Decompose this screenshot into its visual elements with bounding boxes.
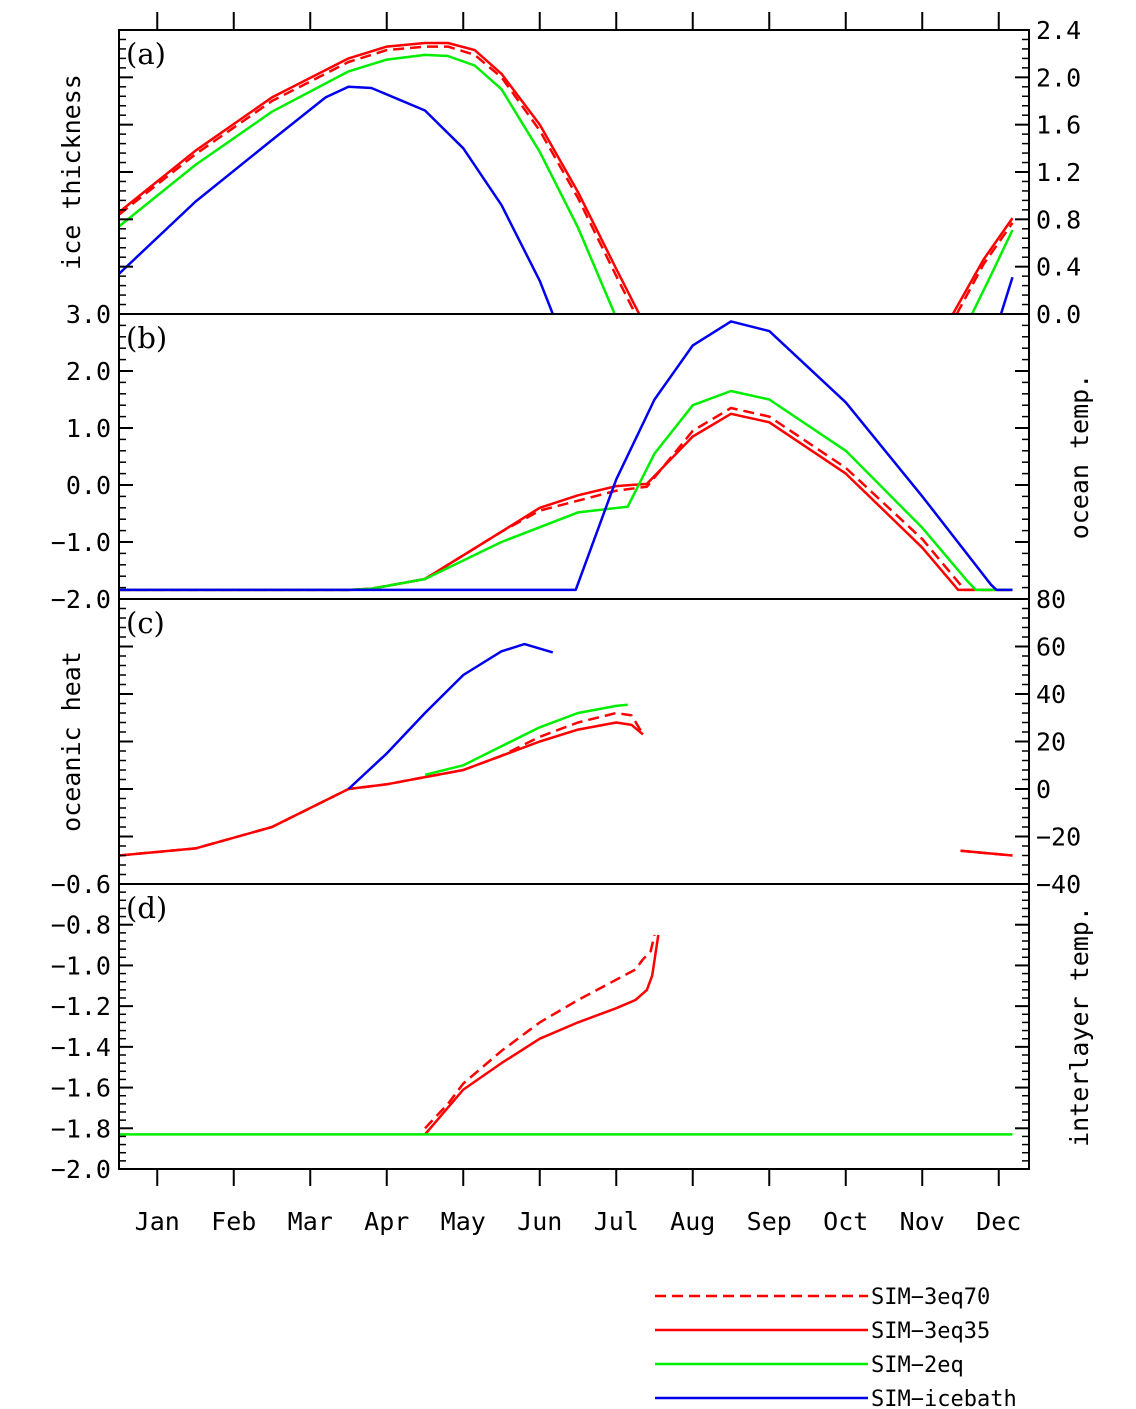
y-tick-label: −0.6 bbox=[51, 870, 111, 899]
panel-d: −2.0 −1.8 −1.6 −1.4 −1.2 −1.0 −0.8 −0.6 (d) inter… bbox=[51, 870, 1094, 1186]
series-line-sim-3eq35 bbox=[424, 934, 660, 1136]
legend: SIM−3eq70 SIM−3eq35 SIM−2eq SIM−icebath bbox=[655, 1285, 1017, 1409]
month-label-jun: Jun bbox=[517, 1207, 562, 1236]
y-tick-label: −2.0 bbox=[51, 585, 111, 614]
y-tick-label: 2.0 bbox=[1036, 63, 1081, 92]
y-tick-label: −40 bbox=[1036, 870, 1081, 899]
y-tick-label: 2.4 bbox=[1036, 16, 1081, 45]
y-tick-label: 3.0 bbox=[66, 300, 111, 329]
panel-frame bbox=[118, 883, 1030, 1170]
y-axis-title: ocean temp. bbox=[1065, 374, 1094, 540]
month-axis: Jan Feb Mar Apr May Jun Jul Aug Sep Oct Nov Dec bbox=[135, 1207, 1022, 1236]
y-tick-label: 0.0 bbox=[1036, 300, 1081, 329]
y-tick-label: −1.0 bbox=[51, 951, 111, 980]
y-tick-label: −1.4 bbox=[51, 1033, 111, 1062]
y-tick-label: 1.2 bbox=[1036, 158, 1081, 187]
series-line-sim-3eq35 bbox=[960, 849, 1013, 857]
y-tick-label: 0 bbox=[1036, 775, 1051, 804]
series-line-sim-3eq35 bbox=[119, 412, 1013, 592]
month-label-nov: Nov bbox=[900, 1207, 945, 1236]
panel-frame bbox=[118, 313, 1030, 600]
y-tick-label: 0.0 bbox=[66, 471, 111, 500]
series-line-sim-3eq35 bbox=[119, 721, 644, 857]
y-axis-title: ice thickness bbox=[57, 74, 86, 270]
series-line-sim-2eq bbox=[424, 703, 628, 777]
panel-label: (a) bbox=[126, 37, 166, 71]
month-label-apr: Apr bbox=[364, 1207, 409, 1236]
y-tick-label: 2.0 bbox=[66, 357, 111, 386]
panel-label: (c) bbox=[126, 606, 165, 640]
y-tick-label: −20 bbox=[1036, 823, 1081, 852]
y-axis-title: interlayer temp. bbox=[1065, 906, 1094, 1147]
series-line-sim-2eq bbox=[119, 53, 616, 314]
panels: 0.0 0.4 0.8 1.2 1.6 2.0 2.4 (a) ice thickness −2.… bbox=[51, 12, 1094, 1186]
panel-c: −40 −20 0 20 40 60 80 (c) oceanic heat bbox=[57, 585, 1081, 899]
series-group bbox=[119, 41, 1014, 314]
series-line-sim-icebath bbox=[119, 320, 1013, 592]
y-tick-label: 0.4 bbox=[1036, 253, 1081, 282]
series-line-sim-2eq bbox=[970, 229, 1014, 314]
y-tick-label: 1.0 bbox=[66, 414, 111, 443]
y-tick-label: 1.6 bbox=[1036, 111, 1081, 140]
y-tick-label: −1.6 bbox=[51, 1074, 111, 1103]
series-line-sim-icebath bbox=[347, 642, 554, 790]
month-label-mar: Mar bbox=[288, 1207, 333, 1236]
legend-label: SIM−icebath bbox=[871, 1387, 1017, 1409]
panel-label: (d) bbox=[126, 891, 167, 925]
panel-a: 0.0 0.4 0.8 1.2 1.6 2.0 2.4 (a) ice thickness bbox=[57, 12, 1081, 329]
series-line-sim-icebath bbox=[999, 276, 1014, 314]
month-label-jul: Jul bbox=[594, 1207, 639, 1236]
panel-frame bbox=[118, 598, 1030, 885]
y-tick-label: −0.8 bbox=[51, 911, 111, 940]
series-line-sim-3eq35 bbox=[119, 41, 641, 314]
y-tick-label: −2.0 bbox=[51, 1155, 111, 1184]
month-label-feb: Feb bbox=[211, 1207, 256, 1236]
y-tick-label: 60 bbox=[1036, 633, 1066, 662]
y-tick-label: 20 bbox=[1036, 728, 1066, 757]
panel-label: (b) bbox=[126, 321, 167, 355]
y-tick-label: 0.8 bbox=[1036, 205, 1081, 234]
month-label-jan: Jan bbox=[135, 1207, 180, 1236]
y-axis-title: oceanic heat bbox=[57, 651, 86, 832]
series-group bbox=[119, 320, 1013, 592]
series-line-sim-3eq70 bbox=[119, 45, 637, 314]
series-line-sim-3eq70 bbox=[424, 934, 656, 1130]
panel-frame bbox=[118, 29, 1030, 315]
month-label-sep: Sep bbox=[747, 1207, 792, 1236]
series-line-sim-3eq70 bbox=[955, 222, 1014, 314]
month-label-dec: Dec bbox=[976, 1207, 1021, 1236]
y-tick-label: 80 bbox=[1036, 585, 1066, 614]
y-tick-label: −1.8 bbox=[51, 1114, 111, 1143]
panel-b: −2.0 −1.0 0.0 1.0 2.0 3.0 (b) ocean temp. bbox=[51, 300, 1094, 614]
legend-label: SIM−3eq35 bbox=[871, 1319, 990, 1344]
month-label-may: May bbox=[441, 1207, 486, 1236]
y-tick-label: 40 bbox=[1036, 680, 1066, 709]
series-group bbox=[119, 934, 1013, 1136]
series-line-sim-icebath bbox=[119, 85, 554, 314]
y-tick-label: −1.0 bbox=[51, 528, 111, 557]
legend-label: SIM−2eq bbox=[871, 1353, 964, 1378]
month-label-oct: Oct bbox=[823, 1207, 868, 1236]
series-group bbox=[119, 642, 1013, 857]
month-label-aug: Aug bbox=[670, 1207, 715, 1236]
series-line-sim-2eq bbox=[119, 389, 1013, 592]
y-tick-label: −1.2 bbox=[51, 992, 111, 1021]
series-line-sim-3eq35 bbox=[951, 217, 1014, 314]
legend-label: SIM−3eq70 bbox=[871, 1285, 990, 1310]
